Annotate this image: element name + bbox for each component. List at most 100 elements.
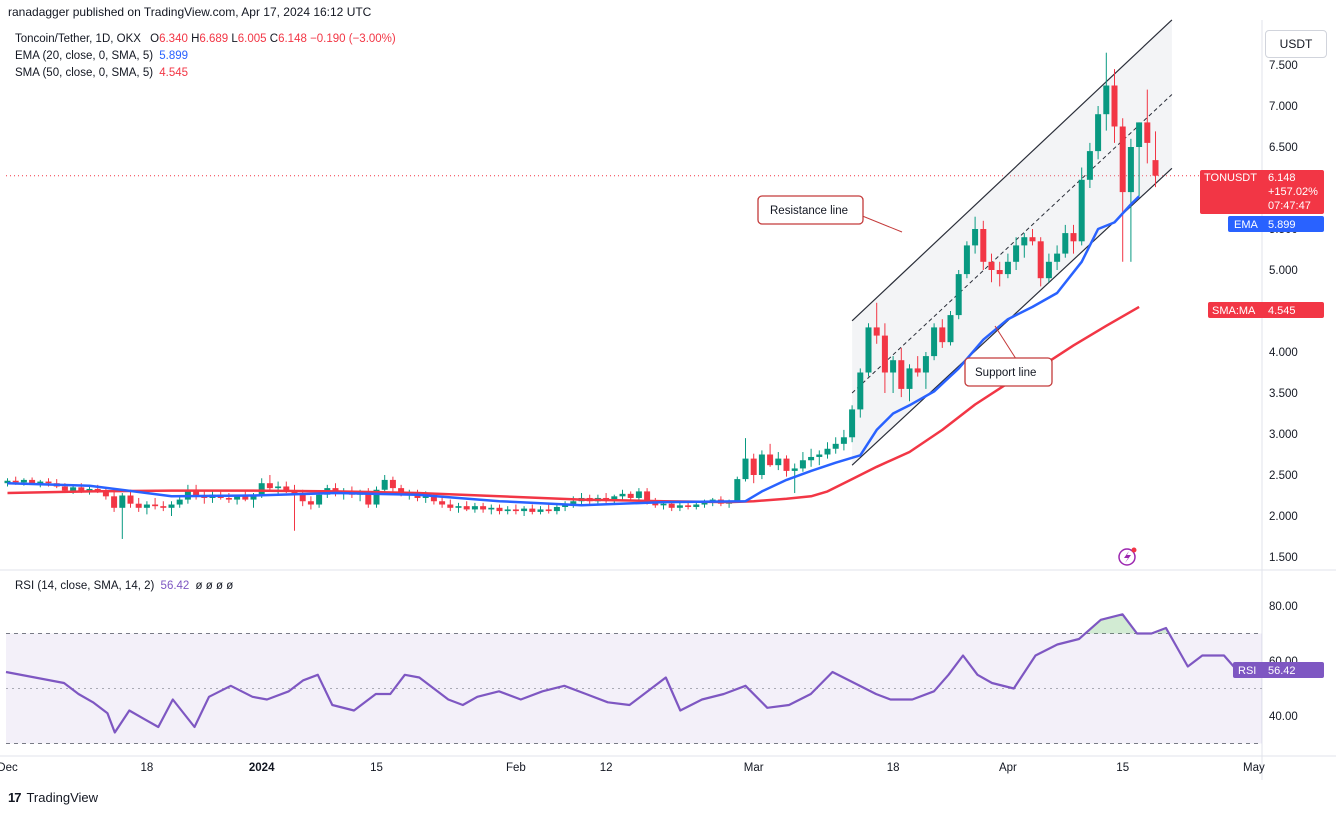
- candle-body[interactable]: [947, 315, 954, 343]
- candle-body[interactable]: [389, 479, 396, 489]
- currency-button[interactable]: USDT: [1265, 30, 1327, 58]
- candle-body[interactable]: [1054, 253, 1061, 262]
- candle-body[interactable]: [1021, 237, 1028, 246]
- candle-body[interactable]: [914, 368, 921, 373]
- candle-body[interactable]: [1045, 261, 1052, 279]
- candle-body[interactable]: [1127, 147, 1134, 193]
- candle-body[interactable]: [365, 491, 372, 505]
- candle-body[interactable]: [316, 494, 323, 505]
- candle-body[interactable]: [693, 504, 700, 507]
- candle-body[interactable]: [890, 360, 897, 373]
- candle-body[interactable]: [504, 509, 511, 512]
- candle-body[interactable]: [980, 229, 987, 262]
- candle-body[interactable]: [1144, 122, 1151, 143]
- candle-body[interactable]: [816, 454, 823, 457]
- candle-body[interactable]: [480, 506, 487, 510]
- candle-body[interactable]: [988, 261, 995, 270]
- sma-legend[interactable]: SMA (50, close, 0, SMA, 5) 4.545: [15, 67, 188, 79]
- candle-body[interactable]: [275, 486, 282, 489]
- candle-body[interactable]: [20, 479, 27, 483]
- candle-body[interactable]: [176, 499, 183, 505]
- candle-body[interactable]: [61, 486, 68, 491]
- candle-body[interactable]: [119, 495, 126, 508]
- candle-body[interactable]: [931, 327, 938, 357]
- candle-body[interactable]: [127, 495, 134, 504]
- candle-body[interactable]: [29, 479, 36, 485]
- candle-body[interactable]: [840, 437, 847, 444]
- candle-body[interactable]: [381, 479, 388, 490]
- channel-midline[interactable]: [851, 94, 1173, 394]
- ema-legend[interactable]: EMA (20, close, 0, SMA, 5) 5.899: [15, 50, 188, 62]
- candle-body[interactable]: [791, 468, 798, 471]
- candle-body[interactable]: [373, 489, 380, 505]
- candle-body[interactable]: [37, 481, 44, 485]
- candle-body[interactable]: [1004, 261, 1011, 275]
- candle-body[interactable]: [447, 504, 454, 508]
- candle-body[interactable]: [1070, 233, 1077, 242]
- candle-body[interactable]: [12, 480, 19, 483]
- candle-body[interactable]: [521, 508, 528, 512]
- candle-body[interactable]: [644, 491, 651, 502]
- candle-body[interactable]: [1136, 122, 1143, 147]
- candle-body[interactable]: [160, 506, 167, 508]
- candle-body[interactable]: [1103, 85, 1110, 115]
- candle-body[interactable]: [734, 479, 741, 502]
- candle-body[interactable]: [78, 487, 85, 492]
- candle-body[interactable]: [299, 494, 306, 502]
- candle-body[interactable]: [873, 327, 880, 336]
- candle-body[interactable]: [168, 504, 175, 508]
- candle-body[interactable]: [184, 489, 191, 500]
- candle-body[interactable]: [553, 506, 560, 512]
- candle-body[interactable]: [767, 454, 774, 466]
- candle-body[interactable]: [463, 506, 470, 510]
- candle-body[interactable]: [668, 503, 675, 508]
- candle-body[interactable]: [824, 448, 831, 455]
- candle-body[interactable]: [922, 356, 929, 373]
- candle-body[interactable]: [619, 493, 626, 497]
- candle-body[interactable]: [775, 458, 782, 466]
- candle-body[interactable]: [742, 458, 749, 480]
- rsi-legend[interactable]: RSI (14, close, SMA, 14, 2) 56.42 ø ø ø …: [15, 580, 233, 592]
- candle-body[interactable]: [1013, 245, 1020, 262]
- candle-body[interactable]: [398, 488, 405, 495]
- candle-body[interactable]: [111, 496, 118, 508]
- candle-body[interactable]: [471, 506, 478, 510]
- tradingview-logo-icon[interactable]: 17: [8, 790, 22, 805]
- candle-body[interactable]: [627, 493, 634, 498]
- footer-brand[interactable]: TradingView: [26, 790, 99, 805]
- candle-body[interactable]: [225, 497, 232, 500]
- candle-body[interactable]: [1086, 151, 1093, 180]
- candle-body[interactable]: [1152, 160, 1159, 176]
- candle-body[interactable]: [611, 496, 618, 500]
- candle-body[interactable]: [307, 501, 314, 505]
- candle-body[interactable]: [570, 501, 577, 505]
- rsi-line[interactable]: [5, 613, 1240, 734]
- candle-body[interactable]: [832, 443, 839, 449]
- candle-body[interactable]: [496, 507, 503, 512]
- candle-body[interactable]: [422, 496, 429, 498]
- candle-body[interactable]: [234, 496, 241, 500]
- candle-body[interactable]: [963, 245, 970, 275]
- candle-body[interactable]: [488, 507, 495, 510]
- candle-body[interactable]: [455, 506, 462, 508]
- candle-body[interactable]: [996, 270, 1003, 275]
- candle-body[interactable]: [603, 497, 610, 500]
- candle-body[interactable]: [152, 504, 159, 507]
- candle-body[interactable]: [193, 489, 200, 496]
- candle-body[interactable]: [250, 494, 257, 500]
- candle-body[interactable]: [660, 503, 667, 506]
- candle-body[interactable]: [857, 372, 864, 410]
- candle-body[interactable]: [1029, 237, 1036, 242]
- candle-body[interactable]: [906, 368, 913, 389]
- candle-body[interactable]: [685, 505, 692, 507]
- candle-body[interactable]: [102, 491, 109, 497]
- candle-body[interactable]: [1062, 233, 1069, 254]
- candle-body[interactable]: [266, 483, 273, 489]
- candle-body[interactable]: [898, 360, 905, 389]
- candle-body[interactable]: [1078, 179, 1085, 242]
- candle-body[interactable]: [537, 509, 544, 512]
- candle-body[interactable]: [808, 456, 815, 461]
- candle-body[interactable]: [242, 496, 249, 500]
- candle-body[interactable]: [562, 504, 569, 507]
